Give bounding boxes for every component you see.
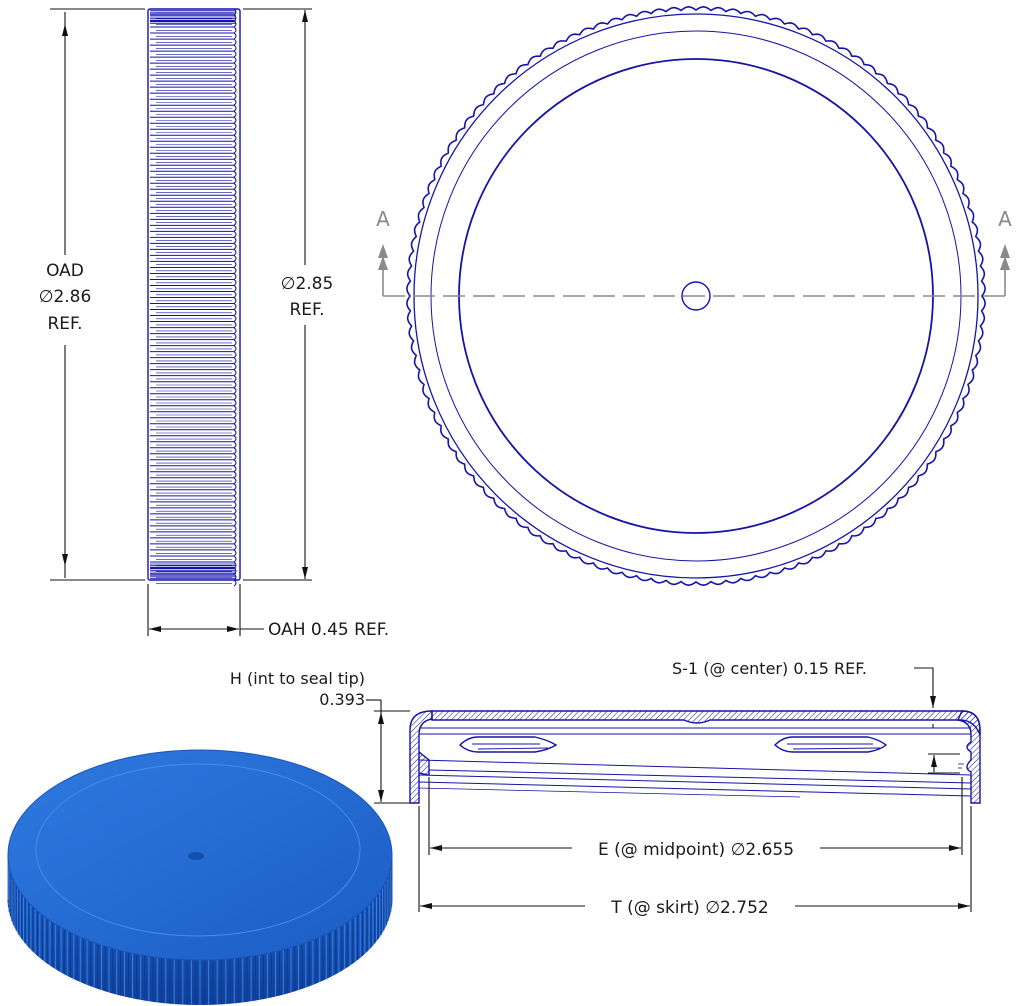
oad-ref: REF. bbox=[47, 314, 82, 334]
side-view: OAD ∅2.86 REF. ∅2.85 REF. OAH 0.45 REF. bbox=[39, 8, 389, 640]
section-lug-right-inner bbox=[787, 743, 881, 750]
oad-dimension: OAD ∅2.86 REF. bbox=[39, 8, 145, 581]
e-dimension: E (@ midpoint) ∅2.655 bbox=[428, 777, 963, 860]
oad-value: ∅2.86 bbox=[39, 287, 92, 307]
oah-label: OAH 0.45 REF. bbox=[268, 620, 389, 640]
diameter-ref-value: ∅2.85 bbox=[281, 274, 334, 294]
side-view-knurled-cap bbox=[150, 8, 237, 587]
h-label: H (int to seal tip) bbox=[230, 669, 365, 688]
side-view-cap-outline bbox=[147, 8, 241, 581]
section-line-a: A A bbox=[376, 207, 1012, 297]
section-lug-left bbox=[458, 736, 558, 753]
iso-cap-dimple bbox=[188, 852, 204, 860]
seal-tip-dimension bbox=[928, 753, 960, 774]
isometric-cap-render bbox=[7, 749, 393, 1005]
section-threads bbox=[418, 759, 972, 798]
section-label-left: A bbox=[376, 207, 390, 231]
section-lug-left-inner bbox=[472, 743, 549, 750]
h-dimension: H (int to seal tip) 0.393 bbox=[230, 669, 410, 804]
section-right-wall bbox=[956, 710, 981, 804]
t-dimension: T (@ skirt) ∅2.752 bbox=[418, 806, 972, 918]
iso-cap-knurl bbox=[7, 855, 393, 1005]
section-top-panel bbox=[431, 710, 981, 736]
section-lug-right bbox=[773, 736, 888, 753]
section-label-right: A bbox=[998, 207, 1012, 231]
diameter-ref-ref: REF. bbox=[289, 300, 324, 320]
top-view: A A bbox=[376, 6, 1012, 586]
iso-cap-top-ring bbox=[35, 763, 361, 937]
s1-label: S-1 (@ center) 0.15 REF. bbox=[672, 659, 867, 678]
top-view-knurled-rim bbox=[406, 6, 986, 586]
s1-dimension: S-1 (@ center) 0.15 REF. bbox=[672, 659, 936, 728]
diameter-ref-dimension: ∅2.85 REF. bbox=[243, 8, 334, 581]
oad-label: OAD bbox=[46, 261, 84, 281]
section-view: S-1 (@ center) 0.15 REF. H (int to seal … bbox=[230, 659, 981, 918]
h-value: 0.393 bbox=[319, 690, 365, 709]
e-label: E (@ midpoint) ∅2.655 bbox=[598, 840, 794, 860]
t-label: T (@ skirt) ∅2.752 bbox=[610, 898, 768, 918]
oah-dimension: OAH 0.45 REF. bbox=[147, 584, 389, 640]
top-view-center-dimple bbox=[681, 281, 711, 311]
